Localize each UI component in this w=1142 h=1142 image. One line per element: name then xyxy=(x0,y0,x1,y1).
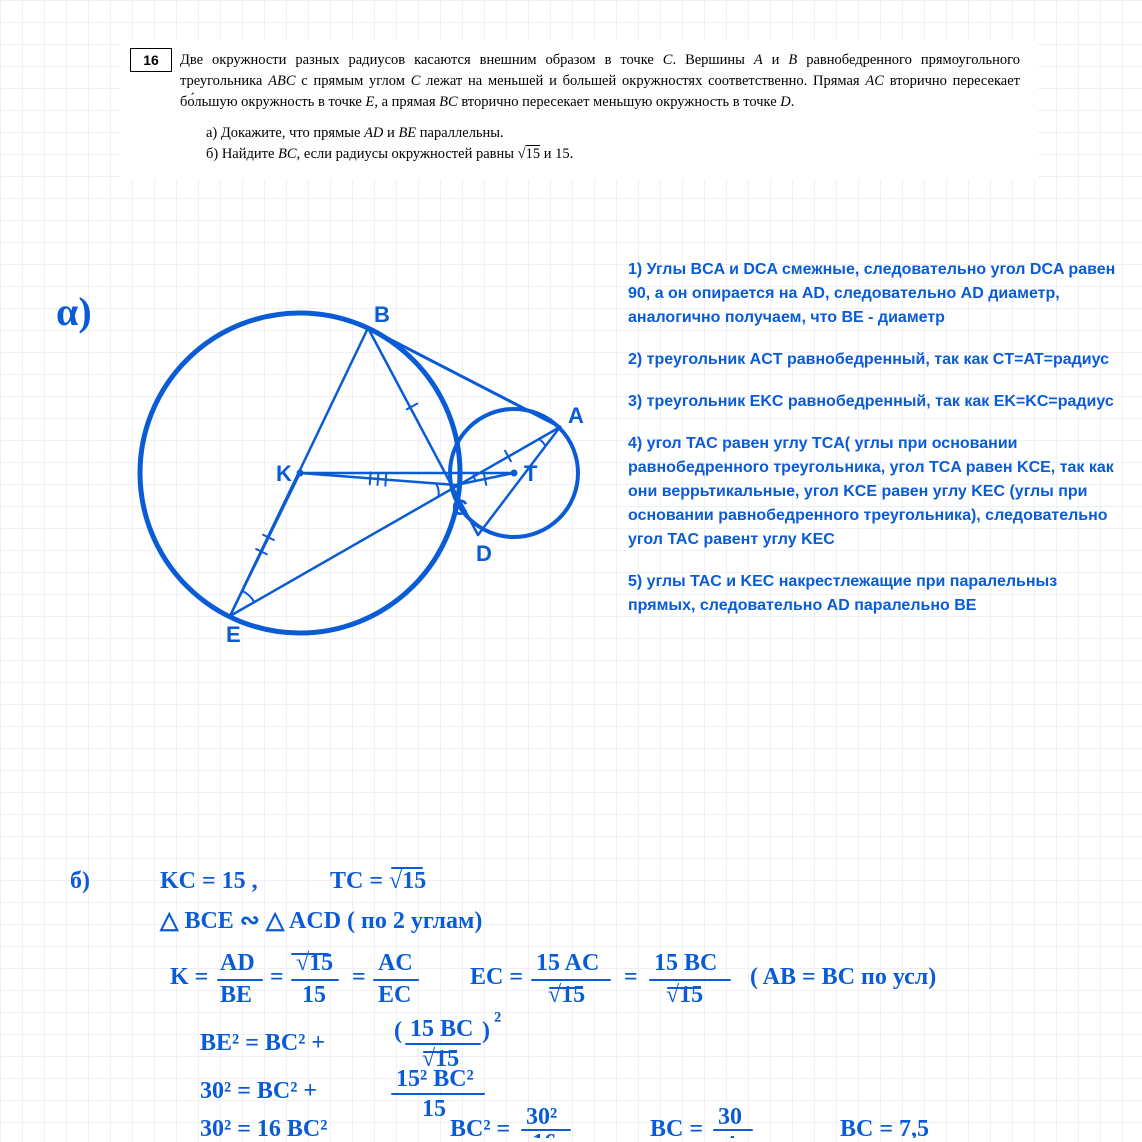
svg-text:K =: K = xyxy=(170,964,208,990)
svg-text:²: ² xyxy=(494,1008,501,1034)
svg-text:30² = 16 BC²: 30² = 16 BC² xyxy=(200,1116,327,1138)
svg-text:BC = 7,5: BC = 7,5 xyxy=(840,1116,929,1138)
svg-text:EC: EC xyxy=(378,982,411,1008)
svg-text:15 BC: 15 BC xyxy=(654,950,717,976)
svg-text:A: A xyxy=(568,403,584,428)
svg-text:б): б) xyxy=(70,868,90,894)
svg-text:16: 16 xyxy=(532,1130,556,1138)
svg-text:TC = √15: TC = √15 xyxy=(330,868,426,894)
problem-number: 16 xyxy=(130,48,172,72)
problem-statement: 16 Две окружности разных радиусов касают… xyxy=(120,40,1038,179)
svg-text:EC =: EC = xyxy=(470,964,523,990)
svg-text:): ) xyxy=(482,1018,490,1044)
svg-text:BE² = BC² +: BE² = BC² + xyxy=(200,1030,325,1056)
problem-text: Две окружности разных радиусов касаются … xyxy=(180,50,1020,165)
svg-text:(: ( xyxy=(394,1018,402,1044)
svg-text:K: K xyxy=(276,461,292,486)
svg-text:T: T xyxy=(524,461,538,486)
svg-text:15 BC: 15 BC xyxy=(410,1016,473,1042)
svg-text:30²: 30² xyxy=(526,1104,557,1130)
geometry-diagram: B A E DC K T xyxy=(100,258,600,698)
svg-text:BC² =: BC² = xyxy=(450,1116,510,1138)
svg-text:30: 30 xyxy=(718,1104,742,1130)
svg-text:=: = xyxy=(624,964,638,990)
svg-text:4: 4 xyxy=(724,1132,736,1138)
svg-text:E: E xyxy=(226,622,241,647)
proof-step-2: 2) треугольник ACT равнобедренный, так к… xyxy=(628,348,1118,372)
svg-text:B: B xyxy=(374,302,390,327)
proof-step-5: 5) углы TAC и KEC накрестлежащие при пар… xyxy=(628,570,1118,618)
proof-step-1: 1) Углы BCA и DCA смежные, следовательно… xyxy=(628,258,1118,330)
svg-text:=: = xyxy=(270,964,284,990)
proof-step-3: 3) треугольник EKC равнобедренный, так к… xyxy=(628,390,1118,414)
svg-text:=: = xyxy=(352,964,366,990)
svg-text:C: C xyxy=(452,495,468,520)
svg-text:D: D xyxy=(476,541,492,566)
svg-text:BE: BE xyxy=(220,982,252,1008)
svg-text:15 AC: 15 AC xyxy=(536,950,599,976)
svg-text:√15: √15 xyxy=(666,982,703,1008)
svg-text:15: 15 xyxy=(422,1096,446,1122)
svg-text:BC =: BC = xyxy=(650,1116,703,1138)
svg-text:√15: √15 xyxy=(548,982,585,1008)
svg-text:30² = BC² +: 30² = BC² + xyxy=(200,1078,317,1104)
svg-text:15² BC²: 15² BC² xyxy=(396,1066,474,1092)
svg-text:( AB = BC по усл): ( AB = BC по усл) xyxy=(750,964,936,990)
part-a-label: α) xyxy=(56,288,92,335)
svg-text:KC = 15 ,: KC = 15 , xyxy=(160,868,258,894)
svg-text:AC: AC xyxy=(378,950,413,976)
proof-step-4: 4) угол TAC равен углу TCA( углы при осн… xyxy=(628,432,1118,552)
proof-steps: 1) Углы BCA и DCA смежные, следовательно… xyxy=(628,258,1118,636)
svg-text:AD: AD xyxy=(220,950,255,976)
part-b-calculations: б) KC = 15 , TC = √15 △ BCE ∾ △ ACD ( по… xyxy=(70,858,1130,1138)
svg-text:15: 15 xyxy=(302,982,326,1008)
svg-text:△ BCE ∾ △ ACD ( по 2 углам): △ BCE ∾ △ ACD ( по 2 углам) xyxy=(159,908,482,934)
